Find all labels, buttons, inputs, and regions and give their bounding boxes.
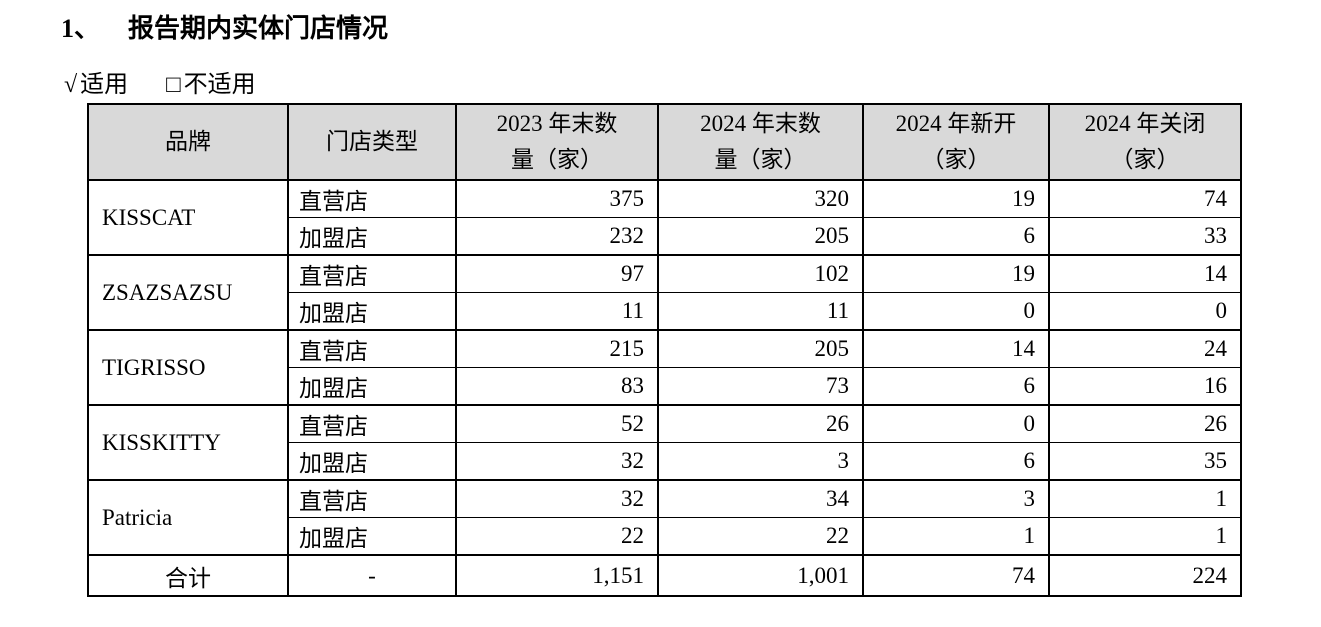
closed-2024-cell: 74 (1048, 179, 1242, 218)
store-type-cell: 直营店 (287, 179, 457, 218)
header-row: 品牌 门店类型 2023 年末数 量（家） 2024 年末数 量（家） 2024 年新开… (87, 103, 1242, 181)
opened-2024-cell: 0 (862, 404, 1050, 443)
store-type-cell: 加盟店 (287, 442, 457, 481)
table-row: 加盟店 32 3 6 35 (88, 442, 1242, 481)
total-row: 合计 -1,151 1,001 74 224 (87, 554, 1242, 597)
end-2024-cell: 205 (657, 329, 864, 368)
applicable-option: √ 适用 (64, 64, 128, 99)
opened-2024-cell: 0 (862, 292, 1050, 331)
table-row: 加盟店 83 73 6 16 (88, 367, 1242, 406)
brand-cell: KISSKITTY (87, 404, 289, 481)
closed-2024-cell: 26 (1048, 404, 1242, 443)
table-row: KISSCAT 直营店 375 320 19 74 (87, 179, 1242, 256)
brand-cell: Patricia (87, 479, 289, 556)
table-row: Patricia 直营店 32 34 3 1 (87, 479, 1242, 556)
closed-2024-cell: 35 (1048, 442, 1242, 481)
total-store-type-cell: - (287, 554, 457, 597)
end-2023-cell: 11 (455, 292, 659, 331)
opened-2024-cell: 6 (862, 442, 1050, 481)
end-2023-cell: 375 (455, 179, 659, 218)
store-count-table: 品牌 门店类型 2023 年末数 量（家） 2024 年末数 量（家） 2024 年新开… (87, 103, 1242, 597)
end-2024-cell: 34 (657, 479, 864, 518)
column-header-4: 2024 年新开 （家） (862, 103, 1050, 181)
table-row: 加盟店 232 205 6 33 (88, 217, 1242, 256)
end-2023-cell: 22 (455, 517, 659, 556)
store-type-cell: 直营店 (287, 479, 457, 518)
opened-2024-cell: 6 (862, 217, 1050, 256)
total-opened-2024-cell: 74 (862, 554, 1050, 597)
closed-2024-cell: 14 (1048, 254, 1242, 293)
opened-2024-cell: 1 (862, 517, 1050, 556)
table-row: 加盟店 22 22 1 1 (88, 517, 1242, 556)
opened-2024-cell: 19 (862, 179, 1050, 218)
table-row: KISSKITTY 直营店 52 26 0 26 (87, 404, 1242, 481)
closed-2024-cell: 1 (1048, 517, 1242, 556)
opened-2024-cell: 19 (862, 254, 1050, 293)
not-applicable-label: 不适用 (183, 72, 256, 98)
opened-2024-cell: 14 (862, 329, 1050, 368)
end-2023-cell: 32 (455, 479, 659, 518)
brand-cell: ZSAZSAZSU (87, 254, 289, 331)
brand-cell: TIGRISSO (87, 329, 289, 406)
total-closed-2024-cell: 224 (1048, 554, 1242, 597)
end-2023-cell: 232 (455, 217, 659, 256)
end-2024-cell: 11 (657, 292, 864, 331)
closed-2024-cell: 16 (1048, 367, 1242, 406)
table-row: ZSAZSAZSU 直营店 97 102 19 14 (87, 254, 1242, 331)
total-end-2023-cell: 1,151 (455, 554, 659, 597)
empty-checkbox-icon: □ (166, 72, 181, 98)
table-row: 加盟店 11 11 0 0 (88, 292, 1242, 331)
column-header-0: 品牌 (87, 103, 289, 181)
total-end-2024-cell: 1,001 (657, 554, 864, 597)
end-2024-cell: 3 (657, 442, 864, 481)
closed-2024-cell: 0 (1048, 292, 1242, 331)
opened-2024-cell: 6 (862, 367, 1050, 406)
end-2023-cell: 83 (455, 367, 659, 406)
column-header-2: 2023 年末数 量（家） (455, 103, 659, 181)
check-mark-icon: √ (64, 72, 78, 98)
table-row: TIGRISSO 直营店 215 205 14 24 (87, 329, 1242, 406)
store-type-cell: 直营店 (287, 254, 457, 293)
total-label-cell: 合计 (87, 554, 289, 597)
opened-2024-cell: 3 (862, 479, 1050, 518)
end-2024-cell: 320 (657, 179, 864, 218)
end-2024-cell: 26 (657, 404, 864, 443)
end-2023-cell: 215 (455, 329, 659, 368)
store-type-cell: 直营店 (287, 329, 457, 368)
closed-2024-cell: 24 (1048, 329, 1242, 368)
store-type-cell: 直营店 (287, 404, 457, 443)
column-header-1: 门店类型 (287, 103, 457, 181)
end-2023-cell: 32 (455, 442, 659, 481)
brand-cell: KISSCAT (87, 179, 289, 256)
store-type-cell: 加盟店 (287, 517, 457, 556)
closed-2024-cell: 1 (1048, 479, 1242, 518)
store-type-cell: 加盟店 (287, 292, 457, 331)
end-2024-cell: 73 (657, 367, 864, 406)
table-header: 品牌 门店类型 2023 年末数 量（家） 2024 年末数 量（家） 2024 年新开… (87, 103, 1242, 181)
store-type-cell: 加盟店 (287, 217, 457, 256)
end-2023-cell: 52 (455, 404, 659, 443)
closed-2024-cell: 33 (1048, 217, 1242, 256)
store-type-cell: 加盟店 (287, 367, 457, 406)
column-header-3: 2024 年末数 量（家） (657, 103, 864, 181)
applicability-line: √ 适用 □ 不适用 (64, 64, 256, 99)
not-applicable-option: □ 不适用 (166, 64, 256, 99)
applicable-label: 适用 (80, 72, 129, 98)
column-header-5: 2024 年关闭 （家） (1048, 103, 1242, 181)
section-number: 1、 (61, 14, 101, 43)
end-2024-cell: 22 (657, 517, 864, 556)
end-2024-cell: 102 (657, 254, 864, 293)
table-body: KISSCAT 直营店 375 320 19 74 加盟店 232 205 6 33 ZSAZSAZS… (87, 179, 1242, 597)
section-title: 报告期内实体门店情况 (128, 14, 389, 43)
end-2023-cell: 97 (455, 254, 659, 293)
section-heading: 1、 报告期内实体门店情况 (61, 8, 388, 45)
end-2024-cell: 205 (657, 217, 864, 256)
